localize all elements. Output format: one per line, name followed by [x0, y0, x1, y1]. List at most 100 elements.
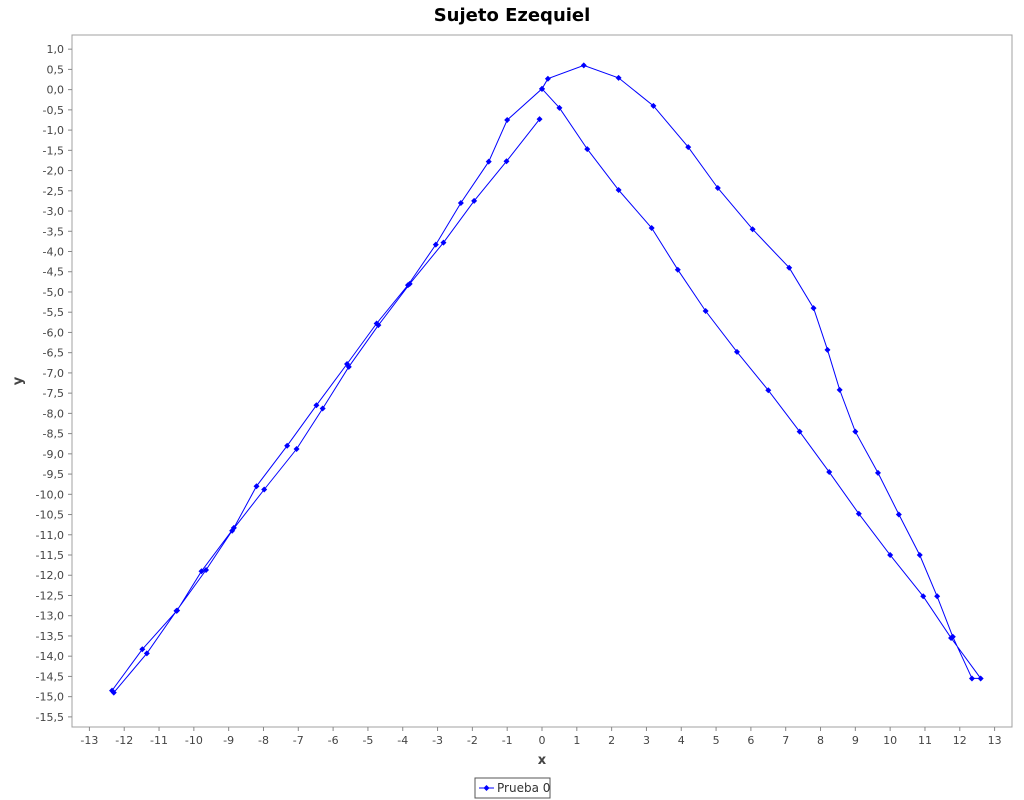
data-point	[920, 593, 927, 600]
data-point	[702, 307, 709, 314]
y-tick-label: 1,0	[47, 43, 65, 56]
data-point	[916, 552, 923, 559]
x-tick-label: 2	[608, 734, 615, 747]
y-tick-label: -3,0	[43, 205, 64, 218]
data-point	[584, 146, 591, 153]
legend-diamond-icon	[483, 785, 490, 791]
y-tick-label: -1,5	[43, 144, 64, 157]
data-point	[874, 469, 881, 476]
x-tick-label: 0	[539, 734, 546, 747]
data-point	[968, 675, 975, 682]
data-point	[109, 687, 116, 694]
y-tick-label: -3,5	[43, 225, 64, 238]
y-tick-label: -2,0	[43, 165, 64, 178]
data-point	[685, 144, 692, 151]
y-tick-label: -8,5	[43, 428, 64, 441]
y-tick-label: -5,5	[43, 306, 64, 319]
x-tick-label: -5	[362, 734, 373, 747]
x-tick-label: -11	[150, 734, 168, 747]
y-tick-label: -7,5	[43, 387, 64, 400]
x-tick-label: -6	[328, 734, 339, 747]
data-point	[826, 469, 833, 476]
y-tick-label: -10,5	[36, 509, 64, 522]
data-point	[440, 239, 447, 246]
data-point	[544, 75, 551, 82]
data-point	[485, 158, 492, 165]
x-tick-label: 10	[883, 734, 897, 747]
data-point	[404, 282, 411, 289]
y-tick-label: -15,0	[36, 691, 64, 704]
data-point	[471, 197, 478, 204]
data-point	[143, 650, 150, 657]
x-tick-label: -1	[502, 734, 513, 747]
y-tick-label: -6,5	[43, 347, 64, 360]
x-tick-label: -2	[467, 734, 478, 747]
y-tick-label: -2,5	[43, 185, 64, 198]
y-tick-label: -11,5	[36, 549, 64, 562]
data-point	[855, 510, 862, 517]
data-point	[674, 266, 681, 273]
data-point	[503, 158, 510, 165]
chart-title: Sujeto Ezequiel	[434, 5, 591, 26]
legend[interactable]: Prueba 0	[474, 777, 551, 799]
legend-box	[474, 777, 551, 799]
x-tick-label: 9	[852, 734, 859, 747]
x-tick-label: 12	[953, 734, 967, 747]
data-point	[504, 116, 511, 123]
data-point	[432, 241, 439, 248]
data-point	[887, 552, 894, 559]
y-tick-label: -12,5	[36, 589, 64, 602]
x-tick-label: -3	[432, 734, 443, 747]
y-tick-label: -5,0	[43, 286, 64, 299]
y-tick-label: -4,0	[43, 246, 64, 259]
data-point	[836, 386, 843, 393]
x-tick-label: 6	[747, 734, 754, 747]
data-point	[261, 486, 268, 493]
y-tick-label: -11,0	[36, 529, 64, 542]
data-point	[650, 102, 657, 109]
data-point	[895, 511, 902, 518]
x-tick-label: -8	[258, 734, 269, 747]
x-tick-label: 3	[643, 734, 650, 747]
y-tick-label: -14,5	[36, 670, 64, 683]
data-point	[765, 387, 772, 394]
y-tick-label: -13,5	[36, 630, 64, 643]
data-point	[948, 634, 955, 641]
y-tick-label: 0,0	[47, 84, 65, 97]
x-tick-label: -10	[185, 734, 203, 747]
data-point	[824, 346, 831, 353]
data-point	[733, 348, 740, 355]
data-point	[203, 566, 210, 573]
data-point	[293, 445, 300, 452]
y-tick-label: -10,0	[36, 488, 64, 501]
data-point	[253, 483, 260, 490]
x-tick-label: -7	[293, 734, 304, 747]
data-point	[174, 607, 181, 614]
data-point	[284, 442, 291, 449]
data-point	[373, 320, 380, 327]
y-tick-label: -8,0	[43, 407, 64, 420]
data-point	[457, 199, 464, 206]
y-tick-label: -14,0	[36, 650, 64, 663]
x-tick-label: -13	[80, 734, 98, 747]
data-point	[580, 62, 587, 69]
x-tick-label: 5	[713, 734, 720, 747]
x-axis-title: x	[538, 753, 547, 768]
series-layer	[109, 62, 984, 696]
x-tick-label: 7	[782, 734, 789, 747]
data-point	[319, 405, 326, 412]
x-tick-label: 13	[988, 734, 1002, 747]
y-tick-label: -1,0	[43, 124, 64, 137]
data-point	[810, 305, 817, 312]
y-tick-label: -9,5	[43, 468, 64, 481]
data-point	[977, 675, 984, 682]
data-point	[139, 646, 146, 653]
y-tick-label: -9,0	[43, 448, 64, 461]
data-point	[714, 184, 721, 191]
data-point	[615, 74, 622, 81]
data-point	[539, 85, 545, 92]
data-point	[852, 428, 859, 435]
data-point	[198, 568, 205, 575]
x-tick-label: -9	[223, 734, 234, 747]
